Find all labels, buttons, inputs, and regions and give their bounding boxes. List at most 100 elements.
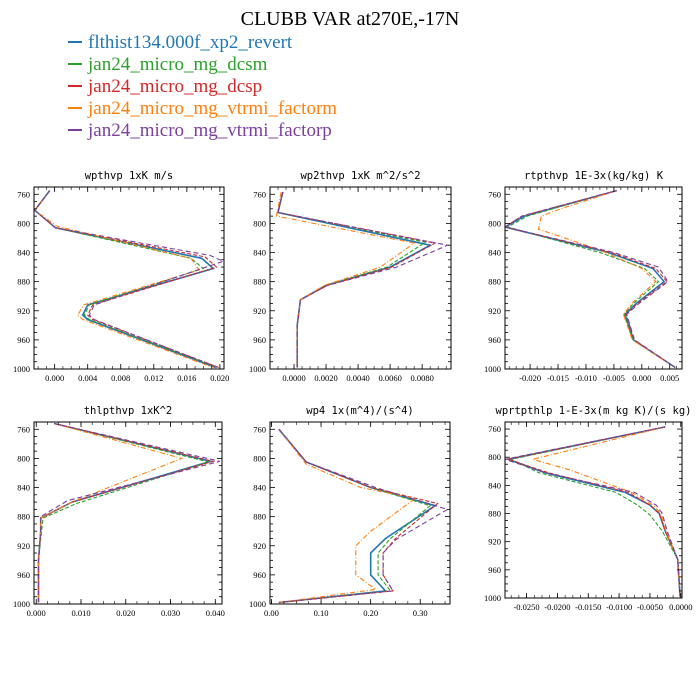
x-tick-label: -0.0100 (606, 602, 632, 612)
y-tick-label: 800 (17, 218, 30, 228)
series-line (34, 190, 214, 369)
x-tick-label: 0.0020 (314, 373, 337, 383)
x-tick-label: -0.0150 (575, 602, 601, 612)
legend: flthist134.000f_xp2_revert jan24_micro_mg… (68, 32, 337, 142)
legend-swatch (68, 84, 82, 87)
y-tick-label: 840 (253, 248, 266, 258)
series-line (275, 191, 416, 368)
y-tick-label: 800 (253, 453, 266, 463)
plot-title: wpthvp 1xK m/s (85, 170, 174, 182)
y-tick-label: 760 (488, 424, 501, 434)
y-tick-label: 760 (17, 189, 30, 199)
series-line (505, 426, 681, 597)
series-line (34, 190, 220, 369)
series-line (278, 428, 417, 604)
series-line (505, 190, 676, 368)
plot-frame (33, 186, 225, 370)
y-tick-label: 920 (488, 537, 501, 547)
plot-panel: wp4 1x(m^4)/(s^4)76080084088092096010000… (249, 405, 451, 618)
y-tick-label: 920 (253, 541, 266, 551)
x-tick-label: -0.005 (603, 373, 625, 383)
series-line (34, 190, 218, 369)
plot-frame (504, 421, 683, 599)
x-tick-label: 0.012 (144, 373, 163, 383)
legend-item: jan24_micro_mg_dcsm (68, 54, 337, 76)
plot-frame (269, 186, 452, 370)
x-tick-label: 0.008 (111, 373, 130, 383)
legend-label: jan24_micro_mg_vtrmi_factorm (88, 98, 338, 119)
plot-title: wp4 1x(m^4)/(s^4) (306, 405, 413, 417)
series-line (37, 422, 211, 603)
series-line (34, 190, 216, 369)
series-line (278, 428, 432, 604)
y-tick-label: 880 (488, 509, 501, 519)
y-tick-label: 920 (488, 306, 501, 316)
y-tick-label: 920 (17, 306, 30, 316)
legend-item: flthist134.000f_xp2_revert (68, 32, 337, 54)
legend-item: jan24_micro_mg_vtrmi_factorp (68, 120, 337, 142)
y-tick-label: 1000 (13, 364, 30, 374)
legend-swatch (68, 128, 82, 131)
series-line (537, 190, 676, 368)
y-tick-label: 880 (253, 277, 266, 287)
series-line (505, 426, 681, 597)
y-tick-label: 880 (253, 512, 266, 522)
x-tick-label: 0.00 (264, 608, 279, 618)
x-tick-label: 0.0000 (669, 602, 692, 612)
series-line (506, 190, 676, 368)
legend-label: jan24_micro_mg_dcsp (88, 76, 263, 97)
x-tick-label: 0.0000 (282, 373, 305, 383)
x-tick-label: 0.016 (177, 373, 196, 383)
y-tick-label: 800 (253, 218, 266, 228)
plot-title: wprtpthlp 1-E-3x(m kg K)/(s kg) (496, 405, 692, 417)
legend-swatch (68, 106, 82, 109)
y-tick-label: 1000 (249, 364, 266, 374)
x-tick-label: 0.10 (314, 608, 329, 618)
series-line (278, 428, 449, 604)
y-tick-label: 960 (253, 570, 266, 580)
y-tick-label: 920 (17, 541, 30, 551)
y-tick-label: 1000 (249, 599, 266, 609)
y-tick-label: 840 (253, 483, 266, 493)
x-tick-label: 0.004 (78, 373, 98, 383)
series-line (277, 191, 433, 368)
series-line (37, 422, 214, 603)
y-tick-label: 960 (17, 335, 30, 345)
y-tick-label: 800 (17, 453, 30, 463)
y-tick-label: 960 (253, 335, 266, 345)
x-tick-label: -0.015 (547, 373, 569, 383)
x-tick-label: 0.0040 (346, 373, 369, 383)
series-line (505, 190, 676, 368)
plot-panel: wprtpthlp 1-E-3x(m kg K)/(s kg) 760 800 840… (484, 405, 692, 612)
legend-swatch (68, 62, 82, 65)
y-tick-label: 800 (488, 452, 501, 462)
y-tick-label: 960 (17, 570, 30, 580)
series-line (277, 191, 450, 368)
plot-panel: rtpthvp 1E-3x(kg/kg) K 760 800 840 880 920 960… (484, 170, 683, 383)
x-tick-label: -0.0200 (544, 602, 570, 612)
x-tick-label: -0.010 (575, 373, 597, 383)
x-tick-label: 0.020 (210, 373, 229, 383)
y-tick-label: 960 (488, 565, 501, 575)
legend-label: jan24_micro_mg_dcsm (88, 54, 268, 75)
legend-label: flthist134.000f_xp2_revert (88, 32, 293, 53)
y-tick-label: 840 (17, 483, 30, 493)
y-tick-label: 1000 (13, 599, 30, 609)
plot-frame (269, 421, 451, 605)
y-tick-label: 760 (253, 424, 266, 434)
y-tick-label: 840 (17, 248, 30, 258)
x-tick-label: 0.020 (116, 608, 135, 618)
y-tick-label: 760 (253, 189, 266, 199)
series-line (505, 426, 681, 597)
legend-item: jan24_micro_mg_vtrmi_factorm (68, 98, 337, 120)
series-line (278, 428, 437, 604)
legend-label: jan24_micro_mg_vtrmi_factorp (88, 120, 332, 141)
page-title: CLUBB VAR at270E,-17N (240, 8, 460, 30)
y-tick-label: 880 (17, 512, 30, 522)
y-tick-label: 840 (488, 248, 501, 258)
x-tick-label: -0.0250 (513, 602, 539, 612)
y-tick-label: 1000 (484, 593, 501, 603)
series-line (277, 191, 427, 368)
x-tick-label: 0.005 (660, 373, 679, 383)
